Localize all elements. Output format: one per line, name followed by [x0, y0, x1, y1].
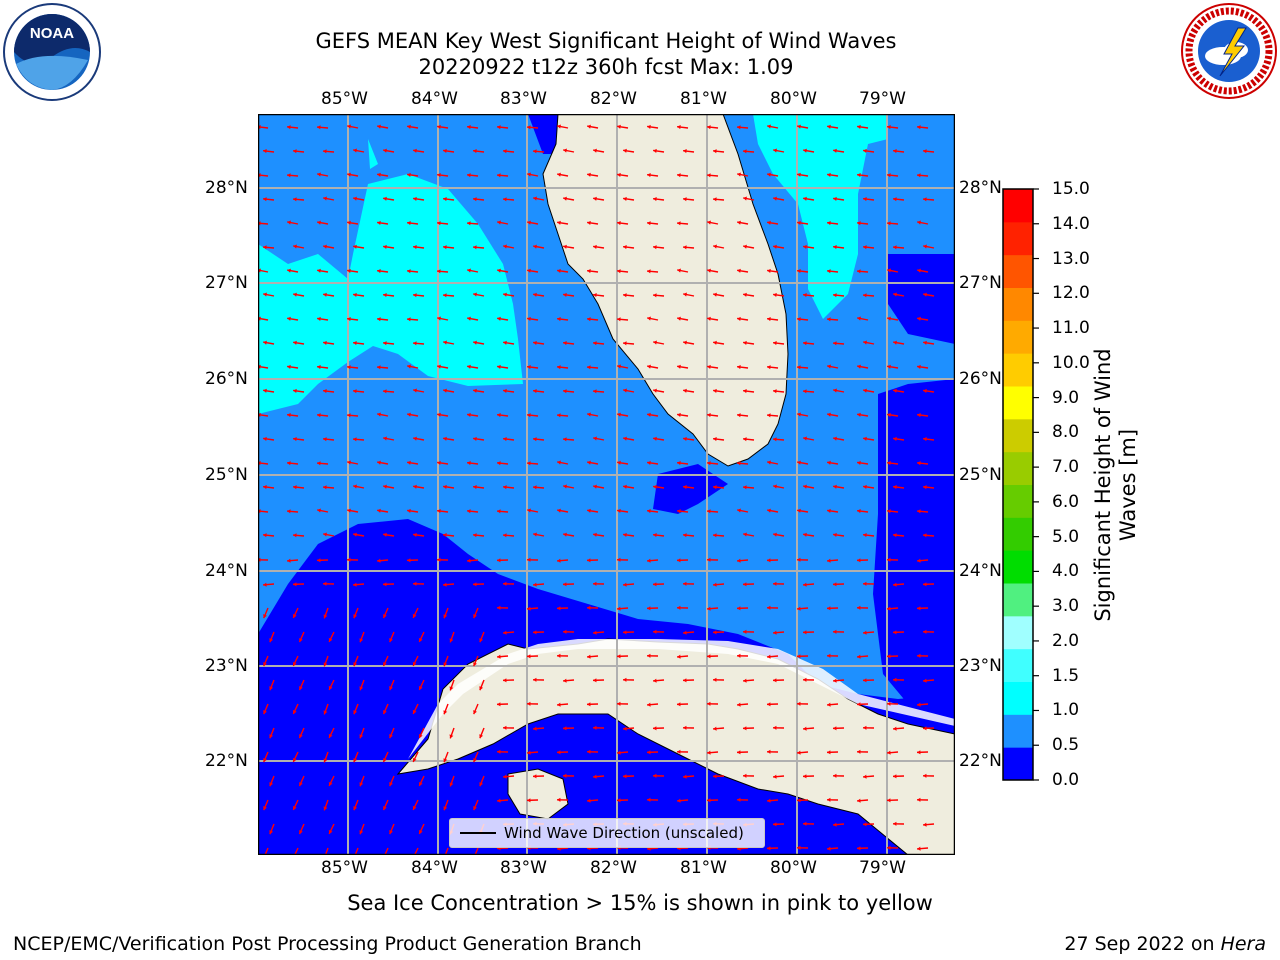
- colorbar-cell-17: [1003, 189, 1033, 223]
- colorbar-cell-5: [1003, 583, 1033, 617]
- lon-bottom-label-2: 83°W: [500, 858, 547, 878]
- legend-line-icon: [460, 832, 496, 834]
- colorbar-tick-7: 5.0: [1052, 526, 1080, 547]
- lat-left-label-6: 22°N: [205, 751, 248, 771]
- map-legend: Wind Wave Direction (unscaled): [449, 818, 765, 848]
- lon-bottom-label-1: 84°W: [411, 858, 458, 878]
- lon-bottom-label-0: 85°W: [321, 858, 368, 878]
- colorbar-cell-8: [1003, 484, 1033, 518]
- deep-top: [528, 114, 558, 154]
- lon-bottom-label-3: 82°W: [590, 858, 637, 878]
- lat-left-label-2: 26°N: [205, 369, 248, 389]
- colorbar-cell-0: [1003, 747, 1033, 781]
- colorbar: [1002, 188, 1039, 781]
- lon-top-label-6: 79°W: [859, 89, 906, 109]
- lon-top-label-4: 81°W: [680, 89, 727, 109]
- plot-title: GEFS MEAN Key West Significant Height of…: [315, 29, 897, 53]
- lon-top-label-0: 85°W: [321, 89, 368, 109]
- colorbar-tick-16: 14.0: [1052, 213, 1090, 234]
- lon-bottom-label-5: 80°W: [770, 858, 817, 878]
- lat-left-label-4: 24°N: [205, 561, 248, 581]
- lat-right-label-5: 23°N: [959, 656, 1002, 676]
- lat-right-label-1: 27°N: [959, 273, 1002, 293]
- lat-left-label-0: 28°N: [205, 178, 248, 198]
- colorbar-tick-15: 13.0: [1052, 248, 1090, 269]
- colorbar-tick-3: 1.5: [1052, 665, 1080, 686]
- lon-bottom-label-4: 81°W: [680, 858, 727, 878]
- footer-left: NCEP/EMC/Verification Post Processing Pr…: [13, 933, 642, 955]
- noaa-logo: NOAA: [2, 2, 102, 102]
- lat-left-label-5: 23°N: [205, 656, 248, 676]
- wind-wave-arrows: [258, 124, 935, 855]
- lon-top-label-3: 82°W: [590, 89, 637, 109]
- colorbar-tick-12: 10.0: [1052, 352, 1090, 373]
- colorbar-cell-7: [1003, 517, 1033, 551]
- lat-right-label-0: 28°N: [959, 178, 1002, 198]
- coast-gap-cuba-north: [408, 639, 955, 759]
- land-isla-juventud: [507, 768, 569, 820]
- colorbar-cell-1: [1003, 714, 1033, 748]
- colorbar-cell-2: [1003, 681, 1033, 715]
- lon-bottom-label-6: 79°W: [859, 858, 906, 878]
- footer-right: 27 Sep 2022 on Hera: [1064, 933, 1266, 955]
- colorbar-tick-14: 12.0: [1052, 283, 1090, 304]
- deep-east: [873, 379, 955, 714]
- colorbar-label: Significant Height of Wind Waves [m]: [1091, 348, 1140, 622]
- lat-left-label-1: 27°N: [205, 273, 248, 293]
- colorbar-cell-10: [1003, 418, 1033, 453]
- colorbar-tick-11: 9.0: [1052, 387, 1080, 408]
- colorbar-tick-4: 2.0: [1052, 630, 1080, 651]
- colorbar-cell-13: [1003, 320, 1033, 354]
- lat-right-label-2: 26°N: [959, 369, 1002, 389]
- lon-top-label-5: 80°W: [770, 89, 817, 109]
- deep-keys: [653, 464, 728, 514]
- deep-northeast: [888, 254, 955, 344]
- colorbar-tick-8: 6.0: [1052, 491, 1080, 512]
- sea-ice-note: Sea Ice Concentration > 15% is shown in …: [347, 891, 933, 915]
- lat-right-label-6: 22°N: [959, 751, 1002, 771]
- colorbar-tick-9: 7.0: [1052, 457, 1080, 478]
- colorbar-tick-5: 3.0: [1052, 596, 1080, 617]
- map-frame: [258, 114, 955, 855]
- colorbar-cell-4: [1003, 615, 1033, 650]
- colorbar-tick-2: 1.0: [1052, 700, 1080, 721]
- footer-date: 27 Sep 2022 on: [1064, 933, 1221, 955]
- lat-right-label-3: 25°N: [959, 465, 1002, 485]
- colorbar-cell-12: [1003, 353, 1033, 387]
- colorbar-cell-9: [1003, 451, 1033, 485]
- colorbar-cell-16: [1003, 221, 1033, 256]
- colorbar-cell-6: [1003, 550, 1033, 584]
- lat-right-label-4: 24°N: [959, 561, 1002, 581]
- colorbar-tick-10: 8.0: [1052, 422, 1080, 443]
- lon-top-label-2: 83°W: [500, 89, 547, 109]
- colorbar-tick-0: 0.0: [1052, 770, 1080, 790]
- nws-logo: [1180, 2, 1278, 100]
- cyan-west: [258, 174, 523, 414]
- colorbar-cell-11: [1003, 386, 1033, 420]
- wave-map: [258, 114, 955, 855]
- colorbar-tick-13: 11.0: [1052, 318, 1090, 339]
- footer-host: Hera: [1220, 933, 1266, 955]
- lon-top-label-1: 84°W: [411, 89, 458, 109]
- colorbar-cell-3: [1003, 648, 1033, 682]
- colorbar-cell-14: [1003, 287, 1033, 321]
- colorbar-tick-1: 0.5: [1052, 735, 1080, 756]
- svg-text:NOAA: NOAA: [30, 25, 74, 42]
- cyan-east: [753, 114, 888, 319]
- colorbar-tick-17: 15.0: [1052, 179, 1090, 199]
- lat-left-label-3: 25°N: [205, 465, 248, 485]
- plot-subtitle: 20220922 t12z 360h fcst Max: 1.09: [418, 55, 794, 79]
- colorbar-tick-6: 4.0: [1052, 561, 1080, 582]
- legend-label: Wind Wave Direction (unscaled): [504, 824, 744, 842]
- cyan-west-spur: [368, 139, 378, 169]
- colorbar-cell-15: [1003, 254, 1033, 288]
